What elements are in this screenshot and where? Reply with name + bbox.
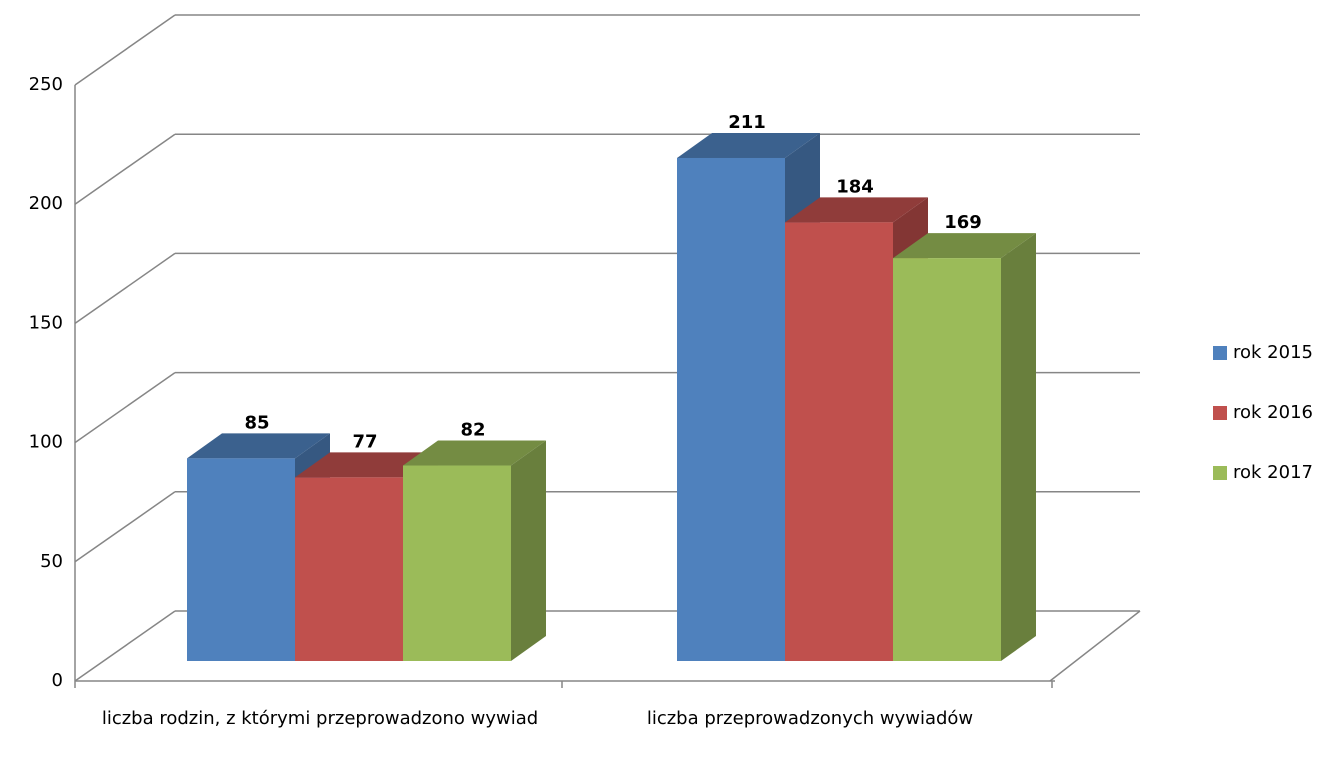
- grid-line: [74, 491, 176, 563]
- y-tick-label: 50: [40, 551, 63, 572]
- value-label: 169: [944, 212, 982, 233]
- bar: [893, 258, 1001, 661]
- y-tick-label: 100: [29, 432, 63, 453]
- grid-line: [74, 252, 176, 325]
- grid-line: [74, 133, 176, 205]
- y-tick-label: 200: [29, 193, 63, 214]
- bar: [187, 458, 295, 661]
- bar: [403, 465, 511, 661]
- grid-line: [74, 14, 176, 86]
- legend-swatch: [1213, 406, 1227, 420]
- value-label: 184: [836, 176, 874, 197]
- bar-top: [677, 132, 820, 158]
- bar-side: [511, 440, 546, 661]
- legend-label: rok 2015: [1233, 342, 1313, 363]
- value-label: 77: [352, 431, 377, 452]
- y-tick-label: 0: [52, 670, 63, 691]
- legend-label: rok 2017: [1233, 462, 1313, 483]
- value-label: 82: [460, 420, 485, 441]
- bar-top: [403, 440, 546, 466]
- value-label: 85: [244, 412, 269, 433]
- x-tick-label: liczba rodzin, z którymi przeprowadzono …: [101, 708, 539, 729]
- bar-side: [1001, 233, 1036, 661]
- bar: [785, 222, 893, 661]
- legend-label: rok 2016: [1233, 402, 1313, 423]
- grid-line: [74, 610, 176, 682]
- y-tick-label: 250: [29, 74, 63, 95]
- bar: [295, 477, 403, 661]
- bar-top: [893, 233, 1036, 259]
- y-tick-label: 150: [29, 312, 63, 333]
- x-tick-label: liczba przeprowadzonych wywiadów: [646, 708, 974, 729]
- legend-swatch: [1213, 346, 1227, 360]
- floor-edge: [1049, 610, 1141, 682]
- grid-line: [74, 371, 176, 444]
- bar-top: [187, 433, 330, 459]
- bar-top: [295, 452, 438, 478]
- value-label: 211: [728, 112, 766, 133]
- legend-swatch: [1213, 466, 1227, 480]
- bar: [677, 157, 785, 661]
- bar-top: [785, 197, 928, 223]
